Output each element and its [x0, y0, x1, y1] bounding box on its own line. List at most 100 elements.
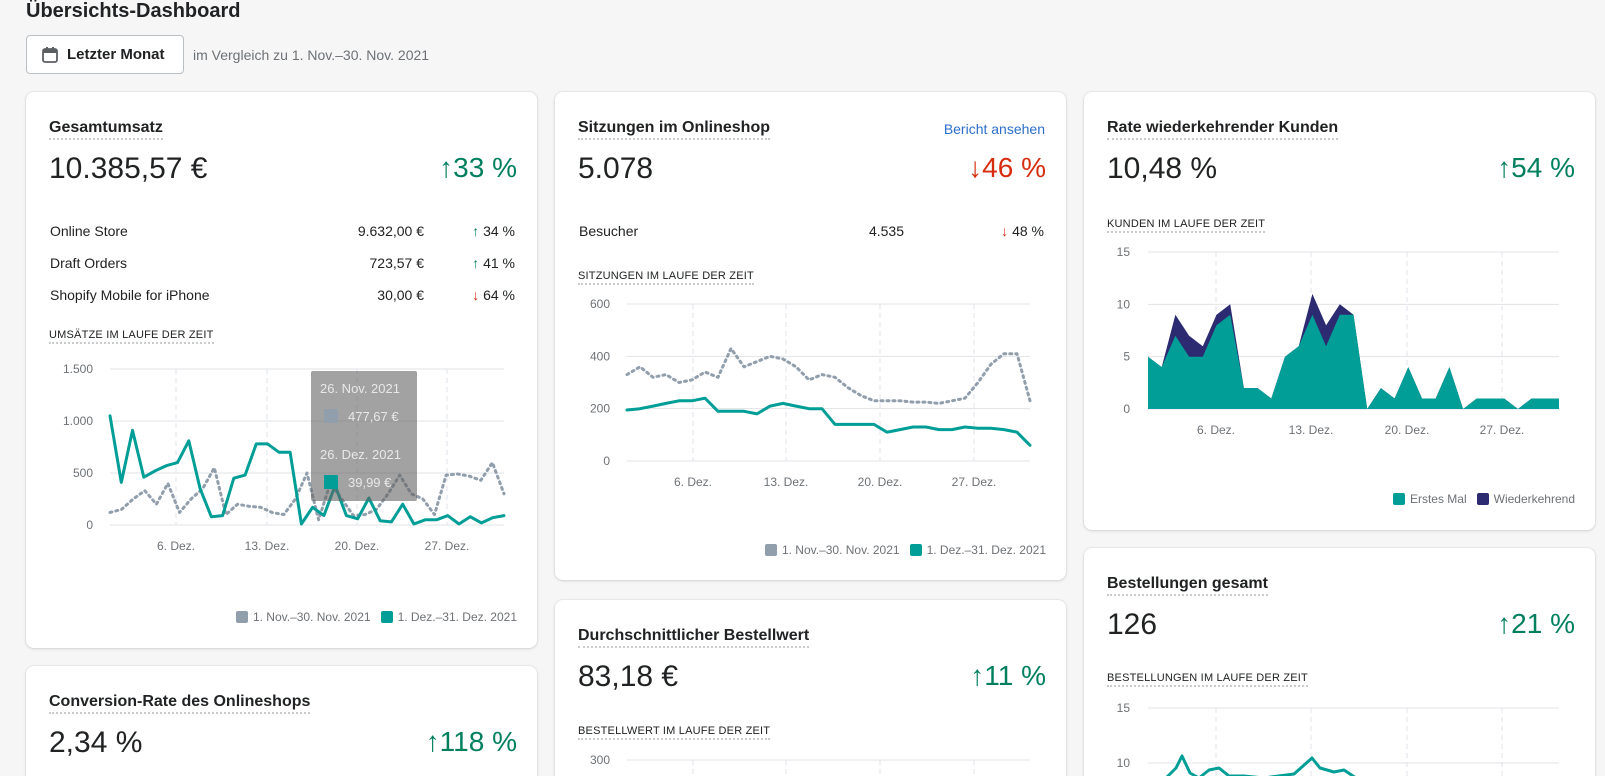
returning-chart-subtitle[interactable]: Kunden im Laufe der Zeit: [1107, 218, 1266, 233]
aov-chart[interactable]: 300: [555, 748, 1066, 776]
y-tick-label: 200: [590, 402, 610, 416]
x-tick-label: 27. Dez.: [1480, 423, 1525, 437]
aov-delta: ↑11 %: [970, 660, 1046, 691]
orders-chart-subtitle[interactable]: Bestellungen im Laufe der Zeit: [1107, 672, 1308, 687]
date-range-label: Letzter Monat: [67, 46, 165, 63]
tooltip-swatch: [324, 409, 338, 423]
card-title-sales[interactable]: Gesamtumsatz: [49, 119, 163, 140]
x-tick-label: 13. Dez.: [764, 475, 809, 489]
card-title-aov[interactable]: Durchschnittlicher Bestellwert: [578, 627, 810, 648]
chart-tooltip: 26. Nov. 2021 477,67 € 26. Dez. 2021 39,…: [311, 371, 417, 501]
x-tick-label: 27. Dez.: [952, 475, 997, 489]
y-tick-label: 10: [1117, 297, 1131, 311]
sales-card: Gesamtumsatz 10.385,57 € ↑33 % Online St…: [26, 92, 537, 648]
x-tick-label: 6. Dez.: [157, 539, 195, 553]
series-line-current: [108, 414, 506, 526]
x-tick-label: 13. Dez.: [245, 539, 290, 553]
series-line-current: [625, 396, 1032, 447]
y-tick-label: 1.000: [63, 414, 93, 428]
sessions-row-label: Besucher: [579, 223, 639, 239]
orders-delta: ↑21 %: [1497, 608, 1575, 639]
x-tick-label: 20. Dez.: [335, 539, 380, 553]
orders-value: 126: [1107, 608, 1158, 641]
sessions-chart[interactable]: 600 400 200 0 6. Dez. 13. Dez. 20. Dez. 27. Dez…: [555, 292, 1066, 517]
y-tick-label: 600: [590, 297, 610, 311]
legend-item-previous[interactable]: 1. Nov.–30. Nov. 2021: [235, 610, 371, 624]
returning-delta: ↑54 %: [1497, 152, 1575, 183]
returning-value: 10,48 %: [1107, 152, 1218, 185]
returning-card: Rate wiederkehrender Kunden 10,48 % ↑54 …: [1084, 92, 1595, 530]
sales-row-value: 723,57 €: [369, 255, 425, 271]
returning-chart[interactable]: 15 10 5 0 6. Dez. 13. Dez. 20. Dez. 27. Dez.: [1084, 242, 1595, 467]
sales-row-delta: ↑ 34 %: [472, 223, 515, 239]
y-tick-label: 500: [73, 466, 93, 480]
view-report-link[interactable]: Bericht ansehen: [943, 121, 1045, 137]
sales-row-label: Draft Orders: [50, 255, 128, 271]
y-tick-label: 1.500: [63, 362, 93, 376]
legend-item-first[interactable]: Erstes Mal: [1392, 492, 1467, 506]
sales-chart[interactable]: 1.500 1.000 500 0 6. Dez. 13. Dez. 20. Dez. 27.…: [26, 354, 537, 584]
card-title-orders[interactable]: Bestellungen gesamt: [1107, 575, 1268, 596]
series-line-previous: [108, 461, 506, 522]
area-first-time: [1148, 314, 1559, 409]
sessions-legend: 1. Nov.–30. Nov. 2021 1. Dez.–31. Dez. 2…: [755, 543, 1046, 557]
sessions-delta: ↓46 %: [968, 152, 1046, 183]
returning-legend: Erstes Mal Wiederkehrend: [1383, 492, 1575, 506]
calendar-icon: [42, 46, 58, 63]
sales-row-value: 30,00 €: [377, 287, 424, 303]
sessions-chart-subtitle[interactable]: Sitzungen im Laufe der Zeit: [578, 270, 754, 285]
y-tick-label: 15: [1117, 245, 1131, 259]
sales-delta: ↑33 %: [439, 152, 517, 183]
sales-row-delta: ↓ 64 %: [472, 287, 515, 303]
tooltip-value: 39,99 €: [348, 475, 392, 490]
card-title-sessions[interactable]: Sitzungen im Onlineshop: [578, 119, 770, 140]
aov-value: 83,18 €: [578, 660, 679, 693]
x-tick-label: 20. Dez.: [858, 475, 903, 489]
y-tick-label: 0: [603, 454, 610, 468]
series-line-previous: [625, 347, 1032, 405]
sales-row-delta: ↑ 41 %: [472, 255, 515, 271]
x-tick-label: 13. Dez.: [1289, 423, 1334, 437]
conversion-value: 2,34 %: [49, 726, 143, 759]
aov-card: Durchschnittlicher Bestellwert 83,18 € ↑…: [555, 600, 1066, 776]
conversion-delta: ↑118 %: [425, 726, 517, 757]
tooltip-swatch: [324, 475, 338, 489]
x-tick-label: 20. Dez.: [1385, 423, 1430, 437]
y-tick-label: 300: [590, 753, 610, 767]
sales-chart-subtitle[interactable]: Umsätze im Laufe der Zeit: [49, 329, 214, 344]
sessions-card: Sitzungen im Onlineshop Bericht ansehen …: [555, 92, 1066, 580]
date-range-button[interactable]: Letzter Monat: [26, 35, 184, 74]
legend-item-current[interactable]: 1. Dez.–31. Dez. 2021: [380, 610, 517, 624]
x-tick-label: 6. Dez.: [674, 475, 712, 489]
legend-item-returning[interactable]: Wiederkehrend: [1476, 492, 1575, 506]
sessions-value: 5.078: [578, 152, 654, 185]
tooltip-date: 26. Nov. 2021: [320, 381, 400, 396]
card-title-returning[interactable]: Rate wiederkehrender Kunden: [1107, 119, 1339, 140]
sessions-row-value: 4.535: [868, 223, 904, 239]
sales-row-value: 9.632,00 €: [357, 223, 424, 239]
y-tick-label: 5: [1123, 350, 1130, 364]
y-tick-label: 400: [590, 349, 610, 363]
conversion-card: Conversion-Rate des Onlineshops 2,34 % ↑…: [26, 666, 537, 776]
y-tick-label: 10: [1117, 756, 1131, 770]
y-tick-label: 15: [1117, 701, 1131, 715]
aov-chart-subtitle[interactable]: Bestellwert im Laufe der Zeit: [578, 725, 771, 740]
orders-card: Bestellungen gesamt 126 ↑21 % Bestellung…: [1084, 548, 1595, 776]
legend-item-previous[interactable]: 1. Nov.–30. Nov. 2021: [764, 543, 900, 557]
sales-legend: 1. Nov.–30. Nov. 2021 1. Dez.–31. Dez. 2…: [226, 610, 517, 624]
sales-value: 10.385,57 €: [49, 152, 208, 185]
sales-row-label: Online Store: [50, 223, 128, 239]
y-tick-label: 0: [1123, 402, 1130, 416]
series-line-current: [1165, 754, 1356, 776]
sessions-row-delta: ↓ 48 %: [1001, 223, 1044, 239]
comparison-text: im Vergleich zu 1. Nov.–30. Nov. 2021: [193, 47, 430, 63]
x-tick-label: 6. Dez.: [1197, 423, 1235, 437]
legend-item-current[interactable]: 1. Dez.–31. Dez. 2021: [909, 543, 1046, 557]
page-title: Übersichts-Dashboard: [26, 0, 241, 22]
sales-row-label: Shopify Mobile for iPhone: [50, 287, 210, 303]
tooltip-date: 26. Dez. 2021: [320, 447, 401, 462]
card-title-conversion[interactable]: Conversion-Rate des Onlineshops: [49, 693, 311, 714]
tooltip-value: 477,67 €: [348, 409, 399, 424]
x-tick-label: 27. Dez.: [425, 539, 470, 553]
